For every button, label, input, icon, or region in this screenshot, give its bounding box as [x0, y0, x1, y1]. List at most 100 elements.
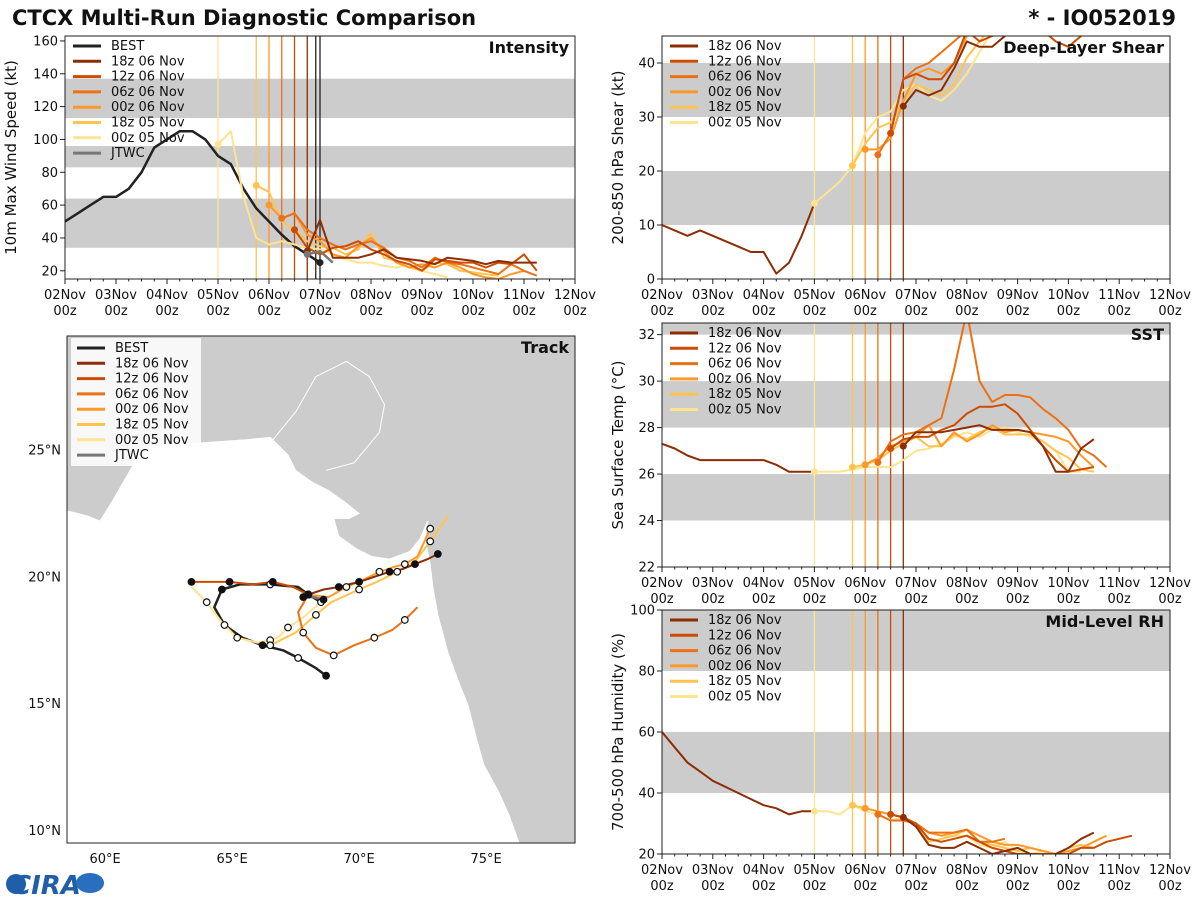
lon-tick-label: 75°E	[470, 852, 501, 867]
series-start-marker	[874, 458, 882, 466]
y-tick-label: 30	[638, 111, 655, 126]
x-tick-hour-label: 00z	[53, 304, 77, 319]
y-tick-label: 26	[638, 468, 655, 483]
shaded-band	[662, 323, 1170, 335]
track-position-marker	[411, 560, 419, 569]
y-tick-label: 20	[638, 848, 655, 863]
x-tick-hour-label: 00z	[752, 304, 776, 319]
x-tick-day-label: 06Nov	[248, 288, 290, 303]
legend-label: 18z 06 Nov	[708, 326, 782, 341]
track-position-marker	[319, 595, 328, 604]
series-line-0	[65, 129, 321, 264]
legend-label: 06z 06 Nov	[708, 70, 782, 85]
x-tick-hour-label: 00z	[955, 304, 979, 319]
track-position-marker	[268, 577, 277, 586]
series-start-marker	[849, 162, 856, 170]
legend-label: 12z 06 Nov	[708, 628, 782, 643]
x-tick-hour-label: 00z	[904, 879, 928, 894]
series-line-4	[877, 813, 1006, 843]
legend-label: 12z 06 Nov	[708, 54, 782, 69]
x-tick-hour-label: 00z	[512, 304, 536, 319]
y-tick-label: 40	[638, 787, 655, 802]
x-tick-hour-label: 00z	[803, 879, 827, 894]
track-position-marker	[294, 654, 303, 662]
series-line-6	[306, 218, 537, 266]
x-tick-day-label: 05Nov	[197, 288, 239, 303]
x-tick-hour-label: 00z	[1006, 592, 1030, 607]
series-line-5	[890, 813, 1133, 854]
series-start-marker	[265, 201, 273, 209]
y-tick-label: 60	[41, 199, 58, 214]
y-tick-label: 80	[41, 166, 58, 181]
track-panel: 60°E 65°E 70°E 75°E 10°N 15°N 20°N 25°N Track BES…	[28, 335, 576, 867]
series-start-marker	[899, 442, 907, 450]
x-tick-day-label: 02Nov	[44, 288, 86, 303]
legend-label: 06z 06 Nov	[111, 85, 185, 100]
legend-label: BEST	[115, 341, 148, 356]
legend-label: 00z 05 Nov	[115, 433, 189, 448]
sst-plot-area	[662, 323, 1170, 567]
series-line-0	[662, 442, 815, 473]
y-tick-label: 60	[638, 726, 655, 741]
series-start-marker	[214, 140, 222, 148]
track-position-marker	[342, 583, 351, 591]
shaded-band	[662, 610, 1170, 671]
y-tick-label: 10	[638, 219, 655, 234]
track-line-2	[269, 515, 449, 647]
legend-label: 18z 06 Nov	[708, 39, 782, 54]
track-position-marker	[322, 671, 330, 680]
x-tick-hour-label: 00z	[904, 304, 928, 319]
series-start-marker	[887, 129, 895, 137]
legend-label: 18z 05 Nov	[708, 100, 782, 115]
legend-label: 06z 06 Nov	[708, 357, 782, 372]
y-tick-label: 24	[638, 514, 655, 529]
x-tick-hour-label: 00z	[803, 592, 827, 607]
x-tick-day-label: 08Nov	[946, 863, 988, 878]
legend-label: BEST	[111, 39, 144, 54]
cira-logo: CIRA	[6, 871, 104, 900]
y-tick-label: 100	[33, 133, 58, 148]
x-tick-day-label: 09Nov	[997, 863, 1039, 878]
x-tick-hour-label: 00z	[650, 304, 674, 319]
track-position-marker	[334, 583, 343, 591]
track-position-marker	[375, 567, 384, 576]
legend-label: 18z 06 Nov	[111, 54, 185, 69]
track-position-marker	[299, 593, 308, 602]
x-tick-day-label: 03Nov	[692, 863, 734, 878]
series-start-marker	[810, 199, 818, 207]
legend-label: 00z 05 Nov	[708, 690, 782, 705]
series-start-marker	[849, 801, 856, 809]
sst-ylabel: Sea Surface Temp (°C)	[609, 360, 627, 529]
x-tick-day-label: 08Nov	[946, 576, 988, 591]
x-tick-day-label: 12Nov	[1149, 863, 1191, 878]
x-tick-day-label: 04Nov	[743, 576, 785, 591]
series-end-marker	[316, 259, 324, 267]
rh-title: Mid-Level RH	[1045, 612, 1164, 631]
track-position-marker	[370, 633, 379, 642]
legend-label: 12z 06 Nov	[115, 372, 189, 387]
x-tick-hour-label: 00z	[955, 592, 979, 607]
x-tick-day-label: 09Nov	[997, 288, 1039, 303]
series-line-5	[293, 229, 538, 272]
lat-tick-label: 25°N	[28, 444, 61, 459]
series-line-6	[902, 36, 1007, 107]
y-tick-label: 40	[41, 231, 58, 246]
track-position-marker	[329, 651, 338, 660]
track-title: Track	[521, 338, 569, 357]
legend-label: 00z 06 Nov	[708, 85, 782, 100]
series-line-1	[814, 804, 1044, 854]
series-start-marker	[861, 145, 869, 153]
x-tick-hour-label: 00z	[955, 879, 979, 894]
x-tick-day-label: 03Nov	[95, 288, 137, 303]
track-position-marker	[202, 598, 211, 607]
track-position-marker	[433, 550, 442, 558]
legend-label: 06z 06 Nov	[708, 644, 782, 659]
series-start-marker	[849, 463, 856, 471]
track-position-marker	[385, 567, 394, 576]
series-line-1	[813, 36, 991, 205]
track-position-marker	[426, 537, 435, 546]
legend-label: 00z 06 Nov	[115, 402, 189, 417]
x-tick-day-label: 09Nov	[401, 288, 443, 303]
